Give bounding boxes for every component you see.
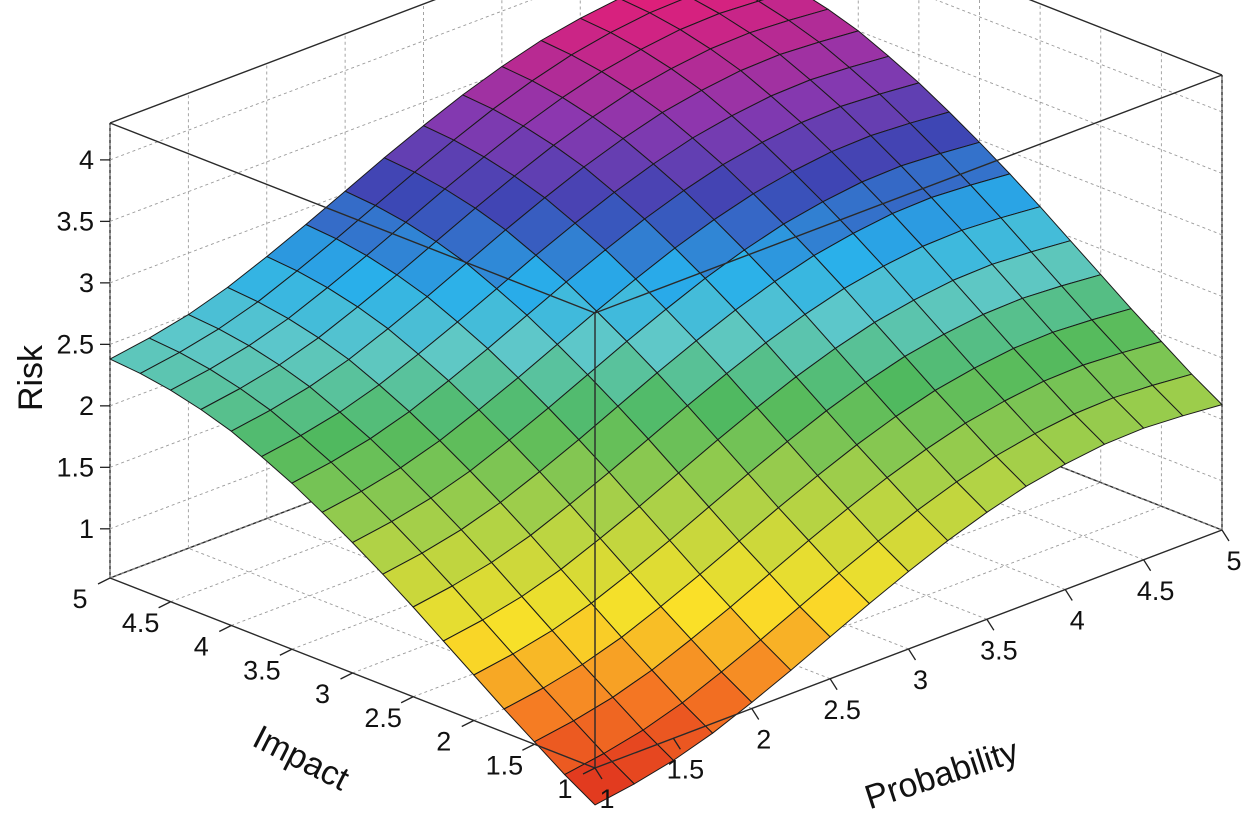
x-tick-label: 2	[756, 725, 771, 755]
floor-gridline-y	[534, 505, 1162, 745]
y-tick-mark	[218, 624, 232, 633]
x-axis-title: Probability	[860, 732, 1023, 817]
x-tick-label: 3	[913, 665, 928, 695]
x-tick-label: 2.5	[823, 695, 861, 725]
x-tick-mark	[672, 737, 681, 750]
x-tick-mark	[986, 618, 995, 631]
x-tick-mark	[751, 708, 760, 720]
z-axis-title: Risk	[12, 344, 50, 411]
y-tick-label: 1	[557, 774, 572, 804]
surface-mesh	[109, 0, 1223, 806]
box-edge	[1028, 0, 1223, 76]
y-tick-label: 1.5	[486, 750, 524, 780]
x-tick-mark	[829, 678, 838, 691]
x-tick-mark	[1221, 529, 1230, 542]
x-tick-mark	[594, 767, 603, 780]
surface-patch	[564, 753, 635, 806]
x-tick-label: 4	[1070, 606, 1085, 636]
y-tick-mark	[582, 767, 596, 775]
box-edge-front	[594, 74, 1223, 314]
y-tick-label: 3.5	[243, 655, 281, 685]
x-tick-mark	[1143, 559, 1152, 572]
sidewall-gridline-z	[935, 0, 1223, 113]
z-tick-label: 2	[79, 391, 94, 421]
y-tick-label: 5	[72, 584, 87, 614]
y-tick-label: 3	[315, 679, 330, 709]
box-edge	[109, 0, 437, 124]
y-tick-mark	[400, 696, 414, 704]
z-tick-label: 3	[79, 268, 94, 298]
z-tick-label: 2.5	[56, 329, 94, 359]
y-tick-mark	[97, 577, 111, 585]
tick-labels: 1 1.5 2 2.5 3 3.5 4 4.5 5 1 1.5 2 2.5 3 3.5 4 4.5 5 1 1.5 2 2…	[56, 145, 1241, 814]
y-tick-mark	[340, 672, 353, 680]
x-tick-mark	[907, 648, 917, 661]
z-tick-label: 4	[79, 145, 94, 175]
box-edge-front	[109, 122, 596, 314]
z-tick-label: 1	[79, 514, 94, 544]
x-tick-label: 1	[599, 784, 614, 814]
x-tick-label: 4.5	[1137, 576, 1175, 606]
x-tick-label: 1.5	[667, 754, 705, 784]
y-tick-label: 4.5	[122, 608, 160, 638]
y-tick-label: 4	[194, 632, 209, 662]
tick-marks	[97, 159, 1230, 780]
y-tick-mark	[461, 719, 475, 728]
z-tick-label: 3.5	[56, 206, 94, 236]
z-tick-label: 1.5	[56, 452, 94, 482]
y-tick-label: 2	[436, 727, 451, 757]
y-tick-mark	[279, 648, 293, 656]
y-tick-label: 2.5	[364, 703, 402, 733]
y-tick-mark	[158, 601, 171, 609]
y-tick-mark	[522, 743, 535, 751]
x-tick-mark	[1064, 589, 1073, 601]
x-tick-label: 5	[1226, 546, 1241, 576]
x-tick-label: 3.5	[980, 635, 1018, 665]
y-axis-title: Impact	[247, 718, 356, 798]
floor-gridline-y	[473, 482, 1101, 721]
